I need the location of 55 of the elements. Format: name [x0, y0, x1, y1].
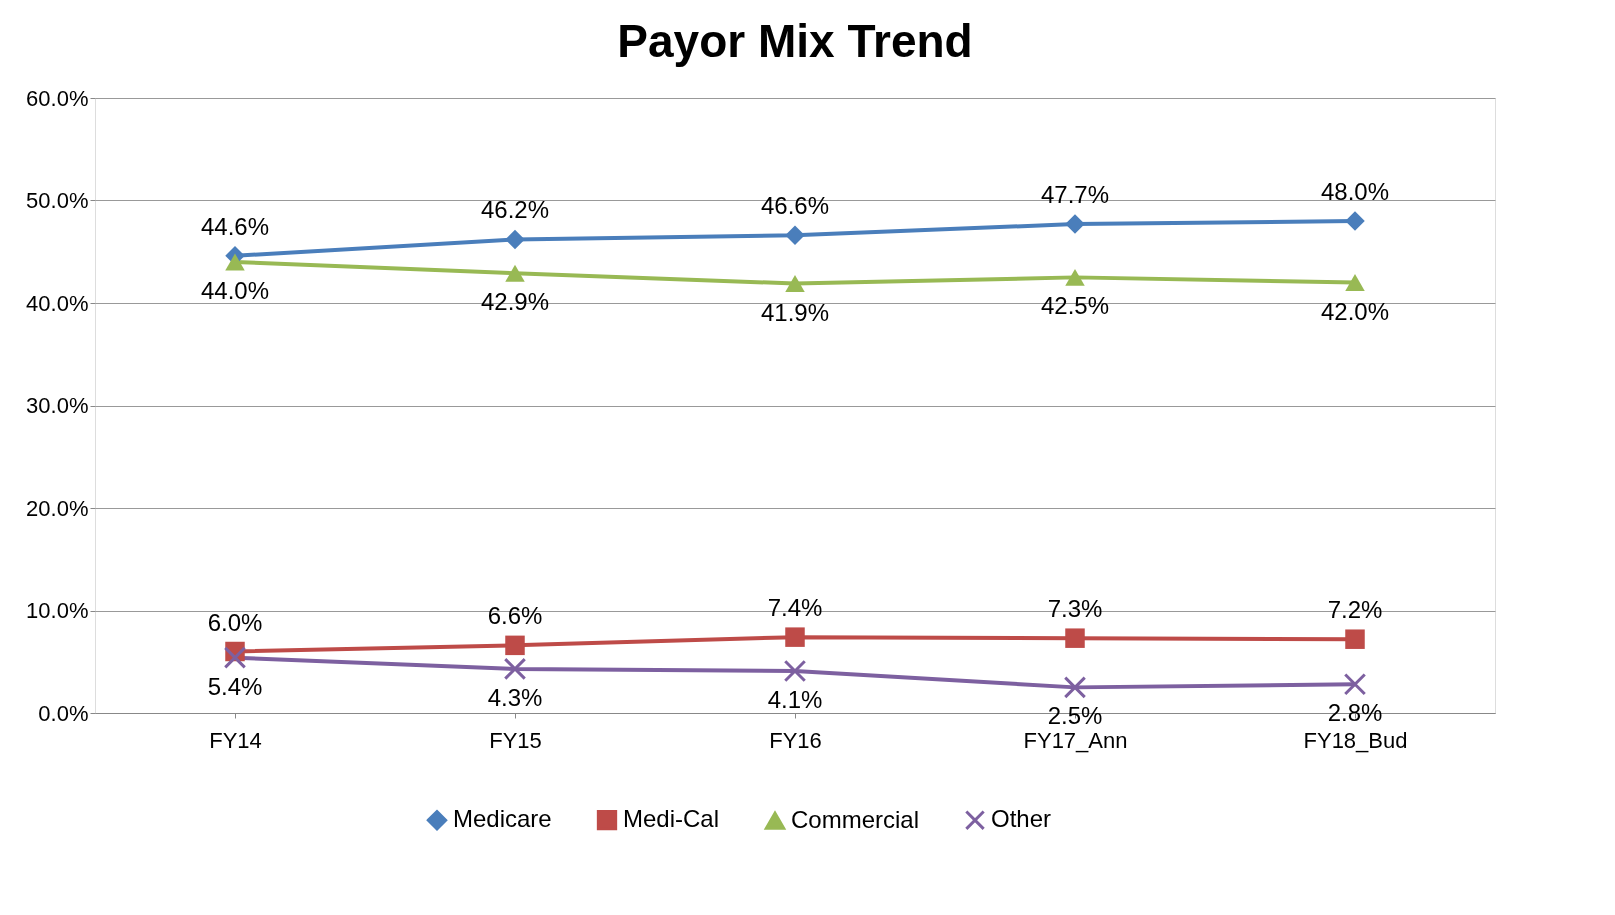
point: [223, 646, 247, 669]
data-label: 48.0%: [1320, 178, 1390, 205]
point: [505, 264, 525, 282]
y-tick-label: 40.0%: [26, 290, 89, 316]
y-tick-label: 60.0%: [26, 85, 89, 111]
data-label: 44.0%: [200, 277, 270, 304]
x-tick-label: FY16: [769, 727, 822, 753]
data-label: 46.2%: [480, 196, 550, 224]
data-label: 7.3%: [1047, 595, 1103, 623]
point: [1065, 214, 1085, 234]
x-tick-label: FY14: [209, 727, 262, 753]
point: [785, 225, 805, 246]
data-label: 4.3%: [487, 683, 543, 711]
y-tick-label: 20.0%: [26, 495, 89, 521]
point: [225, 253, 245, 271]
y-tick-label: 30.0%: [26, 393, 89, 418]
point: [505, 635, 525, 656]
data-label: 46.6%: [760, 192, 830, 220]
data-label: 42.9%: [480, 288, 550, 316]
data-label: 41.9%: [760, 298, 830, 326]
x-tick-label: FY15: [489, 727, 542, 753]
y-tick-label: 0.0%: [38, 700, 89, 726]
point: [1345, 629, 1365, 649]
point: [1345, 211, 1365, 231]
point: [505, 229, 525, 250]
x-tick-label: FY18_Bud: [1303, 727, 1408, 753]
data-label: 44.6%: [200, 212, 270, 240]
y-tick-label: 50.0%: [26, 188, 89, 213]
legend-label: Commercial: [791, 805, 920, 833]
data-label: 7.4%: [767, 594, 823, 622]
data-label: 42.0%: [1320, 297, 1390, 325]
data-label: 6.0%: [207, 608, 263, 636]
point: [1065, 268, 1085, 286]
data-label: 2.8%: [1327, 699, 1383, 727]
data-label: 7.2%: [1327, 596, 1383, 624]
point: [1345, 274, 1365, 291]
chart-title: Payor Mix Trend: [617, 15, 973, 67]
point: [503, 657, 527, 681]
legend-label: Other: [991, 805, 1052, 833]
data-label: 4.1%: [767, 685, 823, 713]
legend-label: Medi-Cal: [623, 805, 720, 833]
point: [785, 627, 805, 647]
point: [1343, 673, 1367, 696]
y-tick-label: 10.0%: [26, 598, 89, 623]
data-label: 5.4%: [207, 672, 263, 700]
point: [783, 659, 807, 683]
data-label: 2.5%: [1047, 702, 1103, 730]
data-label: 42.5%: [1040, 292, 1110, 320]
point: [785, 275, 805, 292]
data-label: 6.6%: [487, 602, 543, 630]
legend-label: Medicare: [453, 805, 552, 833]
data-label: 47.7%: [1040, 181, 1110, 209]
point: [1065, 628, 1085, 648]
point: [1063, 676, 1087, 699]
x-tick-label: FY17_Ann: [1023, 727, 1128, 753]
